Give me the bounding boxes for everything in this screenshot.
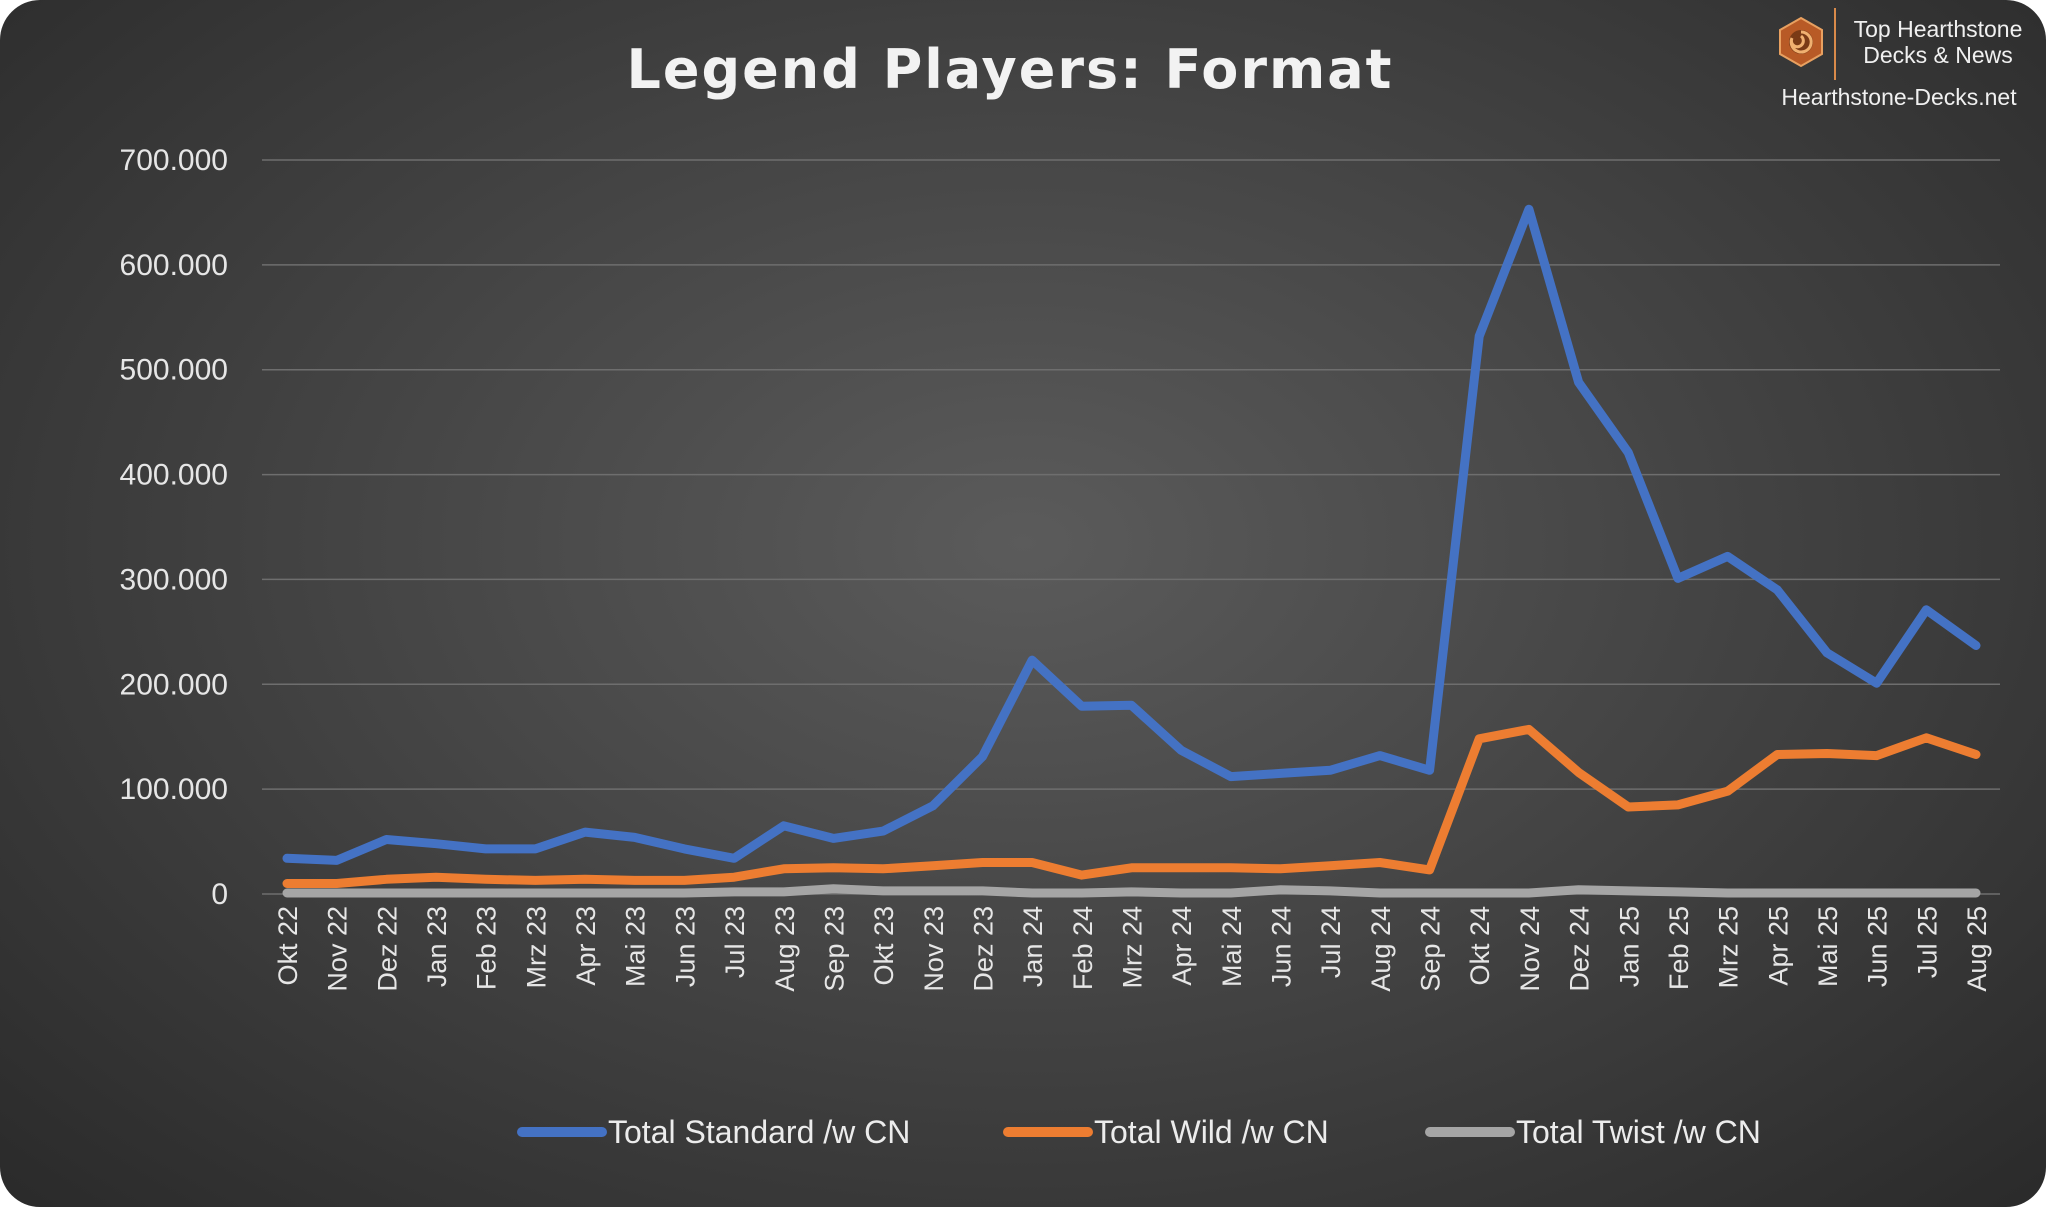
x-tick-label: Jun 24 (1267, 906, 1297, 987)
x-tick-label: Okt 23 (869, 906, 899, 986)
y-tick-label: 100.000 (120, 773, 228, 806)
y-tick-label: 300.000 (120, 563, 228, 596)
x-tick-label: Mrz 24 (1118, 906, 1148, 989)
chart-title: Legend Players: Format (626, 38, 1394, 101)
x-tick-label: Mrz 25 (1714, 906, 1744, 989)
x-tick-label: Apr 24 (1167, 906, 1197, 986)
x-tick-label: Okt 22 (273, 906, 303, 986)
x-tick-label: Sep 23 (819, 906, 849, 992)
x-tick-label: Aug 23 (770, 906, 800, 992)
site-logo[interactable]: Top Hearthstone Decks & News Hearthstone… (1764, 6, 2034, 116)
legend: Total Standard /w CN Total Wild /w CN Tota… (517, 1114, 1761, 1150)
x-tick-label: Feb 25 (1664, 906, 1694, 990)
x-tick-label: Mrz 23 (521, 906, 551, 989)
x-tick-label: Jan 23 (422, 906, 452, 987)
x-tick-label: Apr 25 (1763, 906, 1793, 986)
x-tick-label: Feb 24 (1068, 906, 1098, 990)
x-tick-label: Dez 24 (1565, 906, 1595, 992)
y-tick-label: 200.000 (120, 668, 228, 701)
y-axis-ticks: 0 100.000 200.000 300.000 400.000 500.000 600.… (120, 144, 228, 911)
x-tick-label: Mai 24 (1217, 906, 1247, 987)
x-tick-label: Nov 22 (323, 906, 353, 992)
logo-tagline-1: Top Hearthstone (1853, 16, 2023, 42)
hearthstone-logo-icon (1779, 16, 1823, 68)
x-tick-label: Okt 24 (1465, 906, 1495, 986)
y-tick-label: 500.000 (120, 354, 228, 387)
legend-label: Total Wild /w CN (1094, 1114, 1329, 1150)
x-tick-label: Nov 23 (919, 906, 949, 992)
y-tick-label: 0 (211, 878, 228, 911)
series-line (282, 204, 1981, 865)
x-tick-label: Apr 23 (571, 906, 601, 986)
x-tick-label: Dez 22 (372, 906, 402, 992)
logo-site-url: Hearthstone-Decks.net (1781, 84, 2017, 110)
series-lines (282, 204, 1981, 898)
x-tick-label: Feb 23 (472, 906, 502, 990)
legend-label: Total Twist /w CN (1516, 1114, 1761, 1150)
legend-label: Total Standard /w CN (608, 1114, 910, 1150)
x-tick-label: Nov 24 (1515, 906, 1545, 992)
logo-divider (1834, 8, 1836, 80)
y-tick-label: 600.000 (120, 249, 228, 282)
y-tick-label: 400.000 (120, 459, 228, 492)
x-tick-label: Jun 23 (670, 906, 700, 987)
logo-tagline-2: Decks & News (1863, 42, 2013, 68)
series-line (282, 884, 1981, 898)
x-tick-label: Jan 25 (1614, 906, 1644, 987)
x-tick-label: Jun 25 (1863, 906, 1893, 987)
x-tick-label: Jan 24 (1018, 906, 1048, 987)
x-tick-label: Mai 23 (621, 906, 651, 987)
x-tick-label: Sep 24 (1416, 906, 1446, 992)
y-tick-label: 700.000 (120, 144, 228, 177)
x-axis-ticks: Okt 22 Nov 22 Dez 22 Jan 23 Feb 23 Mrz 23 Apr … (273, 906, 1992, 992)
x-tick-label: Jul 25 (1912, 906, 1942, 978)
x-tick-label: Aug 25 (1962, 906, 1992, 992)
series-line (282, 724, 1981, 888)
x-tick-label: Aug 24 (1366, 906, 1396, 992)
x-tick-label: Jul 23 (720, 906, 750, 978)
x-tick-label: Jul 24 (1316, 906, 1346, 978)
x-tick-label: Mai 25 (1813, 906, 1843, 987)
x-tick-label: Dez 23 (968, 906, 998, 992)
